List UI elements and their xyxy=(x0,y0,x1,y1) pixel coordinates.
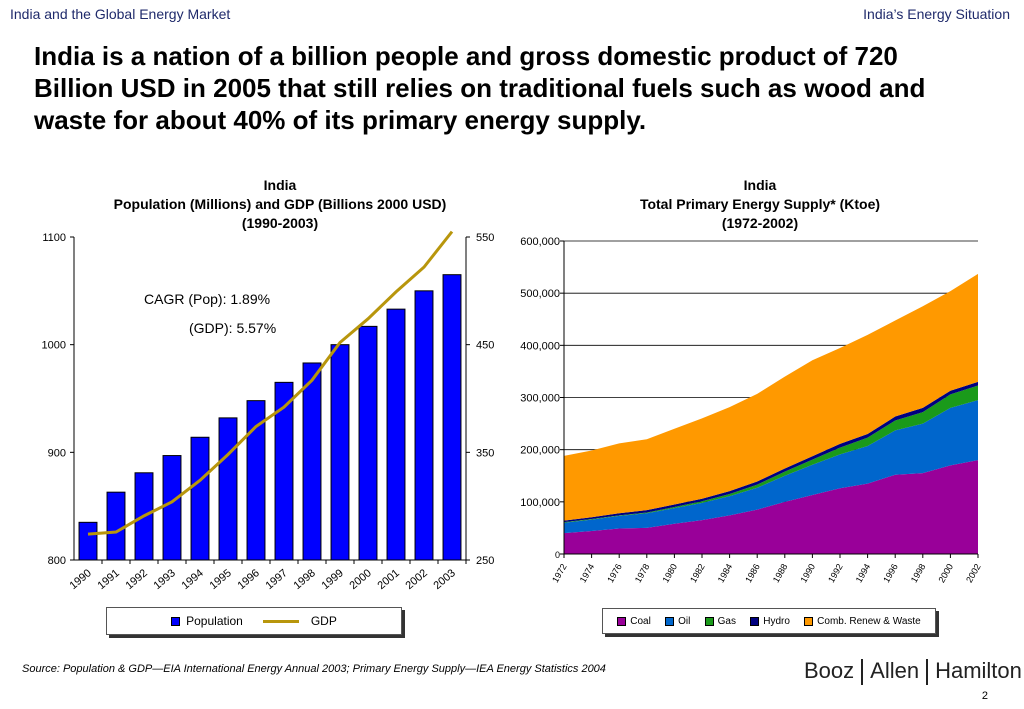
population-bar xyxy=(442,274,462,561)
legend-item-population: Population xyxy=(171,614,243,628)
header-right-title: India’s Energy Situation xyxy=(863,6,1010,22)
chart1-title-line: Population (Millions) and GDP (Billions … xyxy=(113,196,447,212)
legend-swatch-oil xyxy=(665,616,675,626)
company-logo: Booz Allen Hamilton xyxy=(804,658,1022,686)
x-tick-label: 1976 xyxy=(605,562,624,584)
population-bar xyxy=(246,400,266,561)
left-tick-label: 1100 xyxy=(42,232,66,244)
population-bar xyxy=(190,436,210,561)
legend-label: Hydro xyxy=(763,615,790,627)
gdp-line xyxy=(87,230,454,536)
x-tick-label: 1972 xyxy=(550,562,569,584)
source-note: Source: Population & GDP—EIA Internation… xyxy=(22,663,606,675)
slide-headline: India is a nation of a billion people an… xyxy=(34,41,926,135)
chart2-title-line: India xyxy=(743,177,777,193)
x-tick-label: 1994 xyxy=(854,562,873,584)
chart2-title-line: (1972-2002) xyxy=(721,215,799,231)
population-bar xyxy=(358,325,378,561)
cagr-pop-annotation: CAGR (Pop): 1.89% xyxy=(144,291,270,307)
chart2-title-line: Total Primary Energy Supply* (Ktoe) xyxy=(639,196,881,212)
y-tick-label: 0 xyxy=(555,550,560,560)
chart1-legend: Population GDP xyxy=(106,607,402,635)
legend-swatch-gas xyxy=(704,616,714,626)
x-tick-label: 1980 xyxy=(660,562,679,584)
legend-label: Gas xyxy=(717,615,736,627)
legend-swatch-population xyxy=(171,616,181,626)
chart2-title: India Total Primary Energy Supply* (Ktoe… xyxy=(560,176,960,233)
left-tick-label: 1000 xyxy=(42,340,66,352)
legend-item-hydro: Hydro xyxy=(750,616,790,627)
x-tick-label: 1996 xyxy=(881,562,900,584)
logo-word: Booz xyxy=(804,658,855,683)
legend-swatch-coal xyxy=(617,616,627,626)
chart1-title-line: India xyxy=(263,177,297,193)
area-comb-renew-waste xyxy=(564,273,978,521)
right-tick-label: 550 xyxy=(476,232,494,244)
x-tick-label: 1982 xyxy=(688,562,707,584)
legend-swatch-hydro xyxy=(750,616,760,626)
x-tick-label: 1990 xyxy=(798,562,817,584)
x-tick-label: 1986 xyxy=(743,562,762,584)
x-tick-label: 2000 xyxy=(936,562,955,584)
x-tick-label: 1992 xyxy=(826,562,845,584)
y-tick-label: 300,000 xyxy=(520,393,560,405)
cagr-gdp-annotation: (GDP): 5.57% xyxy=(189,320,276,336)
left-tick-label: 900 xyxy=(48,447,66,459)
chart2-legend: Coal Oil Gas Hydro Comb. Renew & Waste xyxy=(602,608,936,634)
area-oil xyxy=(564,400,978,534)
logo-word: Hamilton xyxy=(935,658,1022,683)
population-bar xyxy=(302,362,322,561)
y-tick-label: 200,000 xyxy=(520,445,560,457)
chart1-title-line: (1990-2003) xyxy=(241,215,319,231)
y-tick-label: 500,000 xyxy=(520,288,560,300)
header-left-title: India and the Global Energy Market xyxy=(10,6,231,22)
legend-swatch-renew xyxy=(804,616,814,626)
logo-divider xyxy=(926,659,929,686)
right-tick-label: 350 xyxy=(476,447,494,459)
legend-item-gas: Gas xyxy=(704,615,736,627)
right-tick-label: 250 xyxy=(476,555,494,567)
population-bar xyxy=(78,521,98,561)
page-number: 2 xyxy=(981,690,988,702)
population-bar xyxy=(386,308,406,561)
y-tick-label: 400,000 xyxy=(520,340,560,352)
y-tick-label: 100,000 xyxy=(520,497,560,509)
right-tick-label: 450 xyxy=(476,340,494,352)
chart1-title: India Population (Millions) and GDP (Bil… xyxy=(80,176,480,233)
left-tick-label: 800 xyxy=(48,555,66,567)
legend-label: Oil xyxy=(678,615,691,627)
area-coal xyxy=(564,460,978,554)
legend-item-oil: Oil xyxy=(665,616,690,627)
logo-divider xyxy=(861,659,864,686)
legend-item-gdp: GDP xyxy=(262,614,337,628)
population-bar xyxy=(274,381,294,561)
legend-swatch-gdp xyxy=(262,619,299,623)
x-tick-label: 1974 xyxy=(578,562,597,584)
population-bar xyxy=(218,417,238,561)
logo-word: Allen xyxy=(870,658,920,683)
legend-label: GDP xyxy=(310,614,337,628)
x-tick-label: 1988 xyxy=(771,562,790,584)
legend-label: Comb. Renew & Waste xyxy=(817,615,921,627)
x-tick-label: 1984 xyxy=(716,562,735,584)
x-tick-label: 2002 xyxy=(964,562,983,584)
legend-item-coal: Coal xyxy=(617,616,651,627)
population-bar xyxy=(414,290,434,561)
x-tick-label: 1998 xyxy=(909,562,928,584)
y-tick-label: 600,000 xyxy=(520,236,560,248)
legend-label: Population xyxy=(186,614,243,628)
x-tick-label: 1978 xyxy=(633,562,652,584)
legend-label: Coal xyxy=(630,615,651,627)
legend-item-renew: Comb. Renew & Waste xyxy=(804,616,921,627)
